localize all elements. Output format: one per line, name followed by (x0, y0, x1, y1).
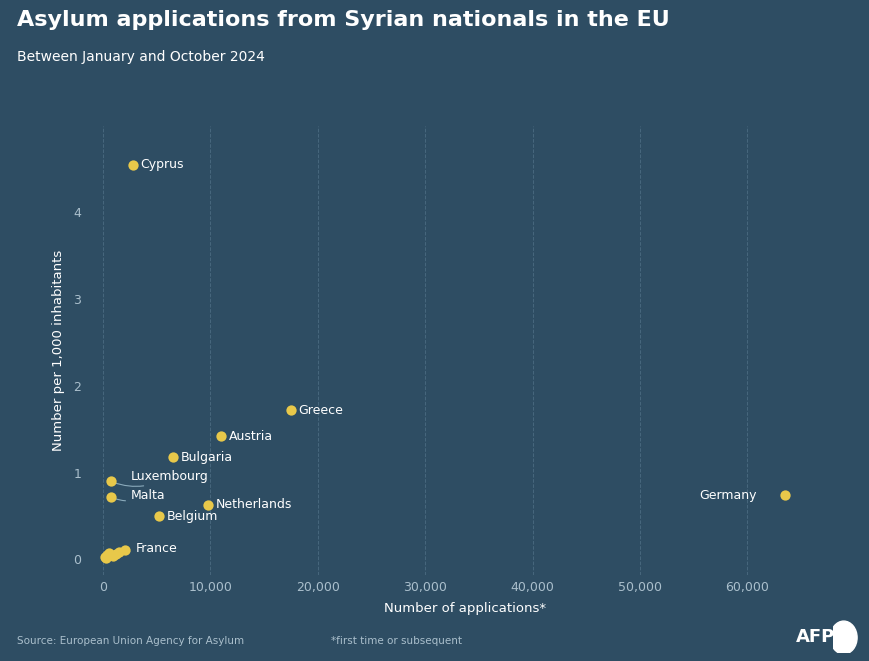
Point (201, 500, 215, 510)
Point (106, 551, 120, 561)
Point (152, 511, 166, 522)
Point (166, 451, 180, 462)
Text: Netherlands: Netherlands (216, 498, 292, 512)
Point (99, 553, 113, 563)
Point (103, 492, 117, 502)
Text: Malta: Malta (113, 488, 165, 502)
Text: Cyprus: Cyprus (141, 158, 184, 171)
Text: Belgium: Belgium (166, 510, 217, 523)
Point (777, 490, 791, 500)
Text: France: France (127, 541, 177, 555)
Text: Asylum applications from Syrian nationals in the EU: Asylum applications from Syrian national… (17, 10, 669, 30)
Text: Source: European Union Agency for Asylum: Source: European Union Agency for Asylum (17, 637, 244, 646)
Point (109, 549, 123, 559)
Point (283, 405, 297, 416)
Y-axis label: Number per 1,000 inhabitants: Number per 1,000 inhabitants (52, 250, 65, 451)
Text: Bulgaria: Bulgaria (180, 451, 232, 463)
Text: Between January and October 2024: Between January and October 2024 (17, 50, 265, 63)
Text: *first time or subsequent: *first time or subsequent (330, 637, 461, 646)
Text: Luxembourg: Luxembourg (113, 470, 209, 486)
Point (214, 431, 228, 442)
Point (98, 551, 112, 562)
Text: Germany: Germany (698, 488, 755, 502)
Text: Greece: Greece (298, 404, 343, 416)
X-axis label: Number of applications*: Number of applications* (384, 602, 546, 615)
Text: Austria: Austria (229, 430, 273, 443)
Circle shape (829, 621, 856, 654)
Point (117, 545, 131, 555)
Point (102, 548, 116, 559)
Point (100, 550, 114, 561)
Point (103, 476, 117, 486)
Point (126, 159, 140, 170)
Text: AFP: AFP (795, 629, 834, 646)
Point (112, 547, 126, 557)
